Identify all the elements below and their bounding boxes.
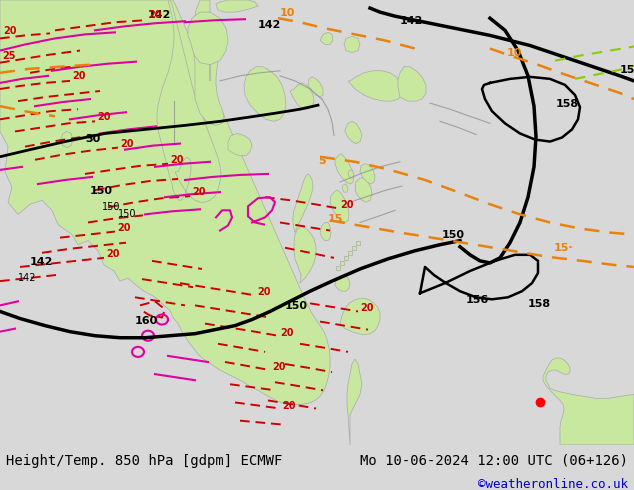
Text: Height/Temp. 850 hPa [gdpm] ECMWF: Height/Temp. 850 hPa [gdpm] ECMWF xyxy=(6,454,283,467)
Polygon shape xyxy=(335,154,354,184)
Text: 20: 20 xyxy=(282,400,295,411)
Text: 10: 10 xyxy=(280,8,295,18)
Text: 20: 20 xyxy=(170,155,183,165)
Text: 158: 158 xyxy=(528,299,551,309)
Text: 20: 20 xyxy=(280,328,294,338)
Polygon shape xyxy=(216,0,258,12)
Text: 150: 150 xyxy=(285,301,308,312)
Polygon shape xyxy=(345,122,362,144)
Polygon shape xyxy=(348,170,354,178)
Polygon shape xyxy=(348,71,403,101)
Text: 150: 150 xyxy=(620,65,634,75)
Text: 160: 160 xyxy=(135,316,158,325)
Polygon shape xyxy=(398,67,426,101)
Polygon shape xyxy=(308,77,323,97)
Polygon shape xyxy=(342,184,348,192)
Text: 150: 150 xyxy=(102,202,120,212)
Text: ©weatheronline.co.uk: ©weatheronline.co.uk xyxy=(477,478,628,490)
Polygon shape xyxy=(193,0,224,125)
Polygon shape xyxy=(157,0,221,202)
Polygon shape xyxy=(340,298,380,335)
Text: 20: 20 xyxy=(148,10,162,20)
Polygon shape xyxy=(294,226,316,283)
Text: 150: 150 xyxy=(442,230,465,240)
Polygon shape xyxy=(336,266,340,270)
Text: 30: 30 xyxy=(85,134,100,144)
Polygon shape xyxy=(293,174,313,233)
Text: 158: 158 xyxy=(556,99,579,109)
Polygon shape xyxy=(60,131,73,147)
Text: 20: 20 xyxy=(106,249,119,259)
Polygon shape xyxy=(347,359,362,445)
Text: 142: 142 xyxy=(18,273,37,283)
Polygon shape xyxy=(344,256,348,260)
Text: 5: 5 xyxy=(318,156,326,166)
Polygon shape xyxy=(360,164,375,184)
Polygon shape xyxy=(290,83,314,109)
Text: 150: 150 xyxy=(118,209,136,220)
Text: 20: 20 xyxy=(192,187,205,197)
Text: 15·: 15· xyxy=(554,243,574,253)
Text: 20: 20 xyxy=(360,303,373,314)
Polygon shape xyxy=(543,358,634,445)
Text: Mo 10-06-2024 12:00 UTC (06+126): Mo 10-06-2024 12:00 UTC (06+126) xyxy=(359,454,628,467)
Polygon shape xyxy=(352,245,356,250)
Text: 20: 20 xyxy=(272,362,285,372)
Text: 142: 142 xyxy=(148,10,171,20)
Text: 20: 20 xyxy=(120,139,134,148)
Text: 150: 150 xyxy=(90,186,113,196)
Text: 20: 20 xyxy=(97,112,110,122)
Polygon shape xyxy=(355,178,372,202)
Text: 20: 20 xyxy=(340,200,354,210)
Polygon shape xyxy=(330,190,349,222)
Text: 25: 25 xyxy=(2,50,15,61)
Text: 20: 20 xyxy=(117,222,131,233)
Text: 20: 20 xyxy=(3,26,16,36)
Polygon shape xyxy=(340,261,344,265)
Polygon shape xyxy=(344,36,360,52)
Polygon shape xyxy=(356,241,360,245)
Text: 142: 142 xyxy=(258,20,281,30)
Text: 15: 15 xyxy=(328,215,344,224)
Polygon shape xyxy=(335,275,350,291)
Text: 10: 10 xyxy=(507,48,522,58)
Polygon shape xyxy=(228,133,252,156)
Text: 20: 20 xyxy=(257,287,271,297)
Polygon shape xyxy=(188,12,228,65)
Text: 142: 142 xyxy=(400,16,424,26)
Polygon shape xyxy=(0,0,330,404)
Polygon shape xyxy=(320,222,331,241)
Text: 20: 20 xyxy=(72,71,86,81)
Polygon shape xyxy=(348,251,352,255)
Text: 156: 156 xyxy=(466,295,489,305)
Text: 142: 142 xyxy=(30,257,53,267)
Polygon shape xyxy=(320,32,333,45)
Polygon shape xyxy=(244,67,286,122)
